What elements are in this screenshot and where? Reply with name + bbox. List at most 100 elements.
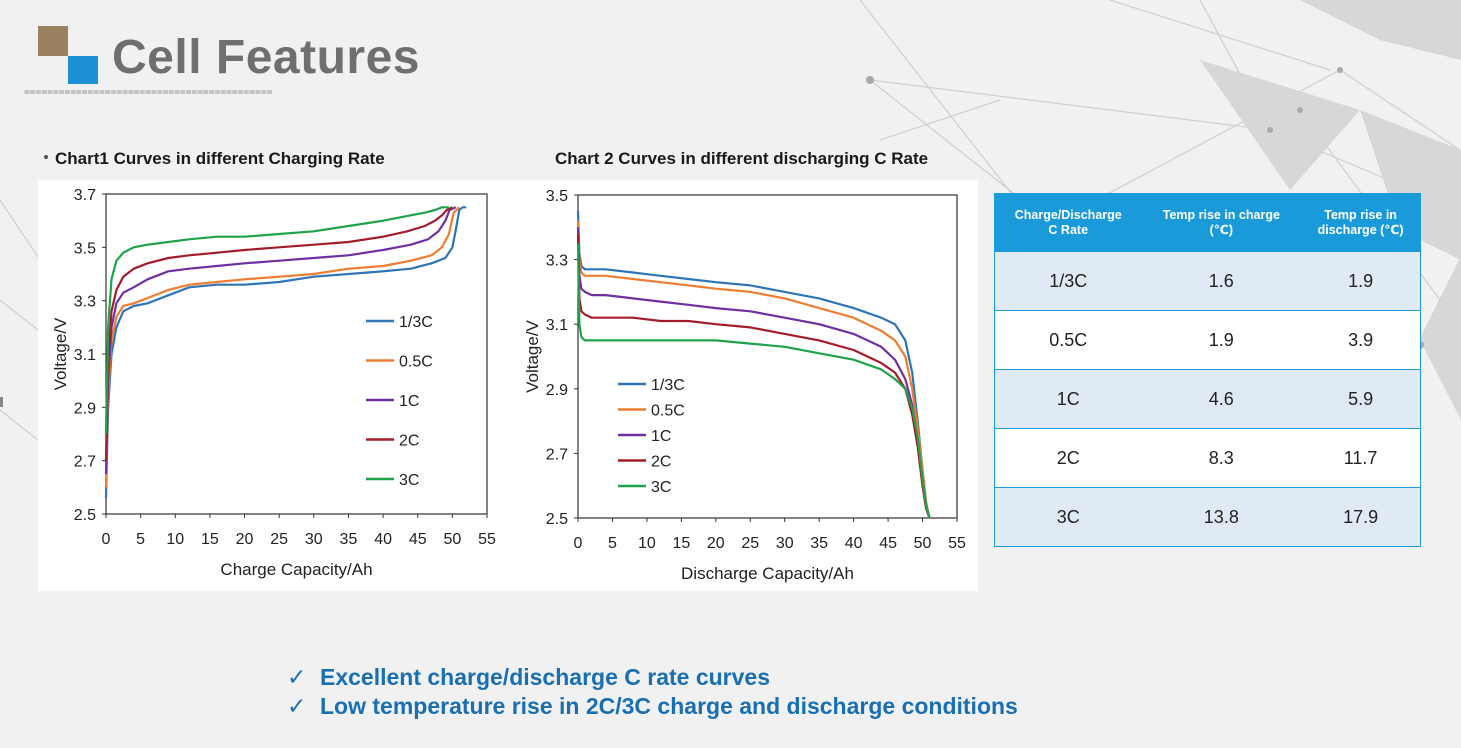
header-line: (℃) bbox=[1209, 222, 1234, 237]
chart1-x-tick-label: 20 bbox=[236, 531, 254, 548]
chart1-x-tick-label: 35 bbox=[340, 531, 358, 548]
table-row: 2C 8.3 11.7 bbox=[994, 428, 1421, 488]
chart2-x-tick-label: 30 bbox=[776, 535, 794, 552]
cell-charge: 8.3 bbox=[1141, 428, 1302, 488]
note-item: ✓ Excellent charge/discharge C rate curve… bbox=[287, 664, 1018, 693]
chart2-x-tick-label: 25 bbox=[741, 535, 759, 552]
chart2-y-axis-label: Voltage/V bbox=[523, 319, 542, 392]
cell-charge: 1.6 bbox=[1141, 251, 1302, 311]
chart1-x-tick-label: 25 bbox=[270, 531, 288, 548]
chart2-x-tick-label: 5 bbox=[608, 535, 617, 552]
chart1-x-tick-label: 15 bbox=[201, 531, 219, 548]
chart2-y-tick-label: 2.7 bbox=[546, 446, 568, 463]
chart1-y-axis-label: Voltage/V bbox=[51, 317, 70, 390]
cell-rate: 3C bbox=[994, 487, 1142, 547]
chart1-series-1C-line bbox=[104, 206, 457, 475]
cell-discharge: 11.7 bbox=[1301, 428, 1421, 488]
table-header-row: Charge/Discharge C Rate Temp rise in cha… bbox=[994, 193, 1421, 252]
title-divider-text: ========================================… bbox=[24, 87, 273, 98]
chart2-series-2C-line bbox=[576, 233, 931, 519]
chart1-legend-label: 2C bbox=[399, 433, 419, 450]
chart2-x-tick-label: 35 bbox=[810, 535, 828, 552]
chart2-x-tick-label: 55 bbox=[948, 535, 966, 552]
chart2-legend-label: 3C bbox=[651, 479, 671, 496]
chart2-x-tick-label: 50 bbox=[914, 535, 932, 552]
chart2-x-tick-label: 20 bbox=[707, 535, 725, 552]
chart2-legend-label: 0.5C bbox=[651, 403, 685, 420]
chart1-y-tick-label: 3.7 bbox=[74, 187, 96, 204]
chart1-x-tick-label: 30 bbox=[305, 531, 323, 548]
cell-charge: 4.6 bbox=[1141, 369, 1302, 429]
chart1-x-axis-label: Charge Capacity/Ah bbox=[220, 560, 372, 579]
chart1-series-0.5C-line bbox=[104, 206, 461, 488]
chart1-x-tick-label: 50 bbox=[443, 531, 461, 548]
header-line: Charge/Discharge bbox=[1014, 207, 1122, 222]
cell-rate: 1/3C bbox=[994, 251, 1142, 311]
chart1-title: Chart1 Curves in different Charging Rate bbox=[55, 149, 385, 168]
temperature-table: Charge/Discharge C Rate Temp rise in cha… bbox=[994, 193, 1421, 547]
checkmark-icon: ✓ bbox=[287, 693, 307, 719]
chart1-legend-label: 0.5C bbox=[399, 354, 433, 371]
chart2-title: Chart 2 Curves in different discharging … bbox=[555, 149, 929, 168]
header-c-rate: Charge/Discharge C Rate bbox=[994, 193, 1142, 252]
note-text: Excellent charge/discharge C rate curves bbox=[320, 664, 770, 690]
chart2-y-tick-label: 2.5 bbox=[546, 511, 568, 528]
chart1-x-tick-label: 45 bbox=[409, 531, 427, 548]
cell-discharge: 3.9 bbox=[1301, 310, 1421, 370]
chart2-y-tick-label: 3.5 bbox=[546, 188, 568, 205]
chart2-x-tick-label: 40 bbox=[845, 535, 863, 552]
chart2-x-tick-label: 10 bbox=[638, 535, 656, 552]
header-temp-discharge: Temp rise in discharge (℃) bbox=[1301, 193, 1421, 252]
chart1-legend-label: 1C bbox=[399, 393, 419, 410]
chart1-x-tick-label: 55 bbox=[478, 531, 496, 548]
chart2-x-tick-label: 45 bbox=[879, 535, 897, 552]
cell-rate: 0.5C bbox=[994, 310, 1142, 370]
chart2-plot-frame bbox=[577, 194, 958, 519]
table-row: 1/3C 1.6 1.9 bbox=[994, 251, 1421, 311]
table-row: 1C 4.6 5.9 bbox=[994, 369, 1421, 429]
chart2-legend-label: 2C bbox=[651, 454, 671, 471]
chart2-y-tick-label: 3.1 bbox=[546, 317, 568, 334]
chart1-legend-label: 1/3C bbox=[399, 314, 433, 331]
chart1-x-tick-label: 40 bbox=[374, 531, 392, 548]
chart1-legend-label: 3C bbox=[399, 472, 419, 489]
chart2-x-tick-label: 15 bbox=[672, 535, 690, 552]
cell-charge: 13.8 bbox=[1141, 487, 1302, 547]
chart2-x-axis-label: Discharge Capacity/Ah bbox=[681, 564, 854, 583]
chart1-y-tick-label: 3.5 bbox=[74, 240, 96, 257]
cell-discharge: 17.9 bbox=[1301, 487, 1421, 547]
note-text: Low temperature rise in 2C/3C charge and… bbox=[320, 693, 1018, 719]
table-row: 0.5C 1.9 3.9 bbox=[994, 310, 1421, 370]
note-item: ✓ Low temperature rise in 2C/3C charge an… bbox=[287, 693, 1018, 722]
chart2-series-1-3C-line bbox=[576, 211, 931, 519]
chart1-y-tick-label: 2.5 bbox=[74, 507, 96, 524]
header-temp-charge: Temp rise in charge (℃) bbox=[1141, 193, 1302, 252]
chart2-x-tick-label: 0 bbox=[574, 535, 583, 552]
charts-svg: 0 5 10 15 20 25 30 35 40 45 50 55 2.5 2.7 2.9 3.1 3.3 3.5… bbox=[51, 187, 966, 583]
chart1-y-tick-label: 2.7 bbox=[74, 454, 96, 471]
logo-square-brown bbox=[38, 26, 68, 56]
chart-panel: 0 5 10 15 20 25 30 35 40 45 50 55 2.5 2.7 2.9 3.1 3.3 3.5… bbox=[38, 180, 978, 591]
chart2-legend-label: 1C bbox=[651, 428, 671, 445]
chart1-y-tick-label: 3.3 bbox=[74, 294, 96, 311]
chart1-series-3C-line bbox=[104, 206, 449, 435]
checkmark-icon: ✓ bbox=[287, 664, 307, 690]
cell-charge: 1.9 bbox=[1141, 310, 1302, 370]
edge-marker bbox=[0, 397, 3, 407]
bullet-dot bbox=[44, 155, 48, 159]
cell-rate: 1C bbox=[994, 369, 1142, 429]
cell-discharge: 5.9 bbox=[1301, 369, 1421, 429]
chart2-series-3C-line bbox=[576, 243, 931, 519]
logo-square-blue bbox=[68, 56, 98, 84]
chart2-y-tick-label: 2.9 bbox=[546, 382, 568, 399]
cell-rate: 2C bbox=[994, 428, 1142, 488]
chart2-series-1C-line bbox=[576, 227, 931, 519]
header-line: Temp rise in charge bbox=[1162, 207, 1280, 222]
chart1-x-tick-label: 0 bbox=[102, 531, 111, 548]
table-row: 3C 13.8 17.9 bbox=[994, 487, 1421, 547]
chart2-legend-label: 1/3C bbox=[651, 377, 685, 394]
chart2-series-0.5C-line bbox=[576, 220, 931, 519]
chart1-y-tick-label: 3.1 bbox=[74, 347, 96, 364]
header-line: C Rate bbox=[1048, 222, 1089, 237]
